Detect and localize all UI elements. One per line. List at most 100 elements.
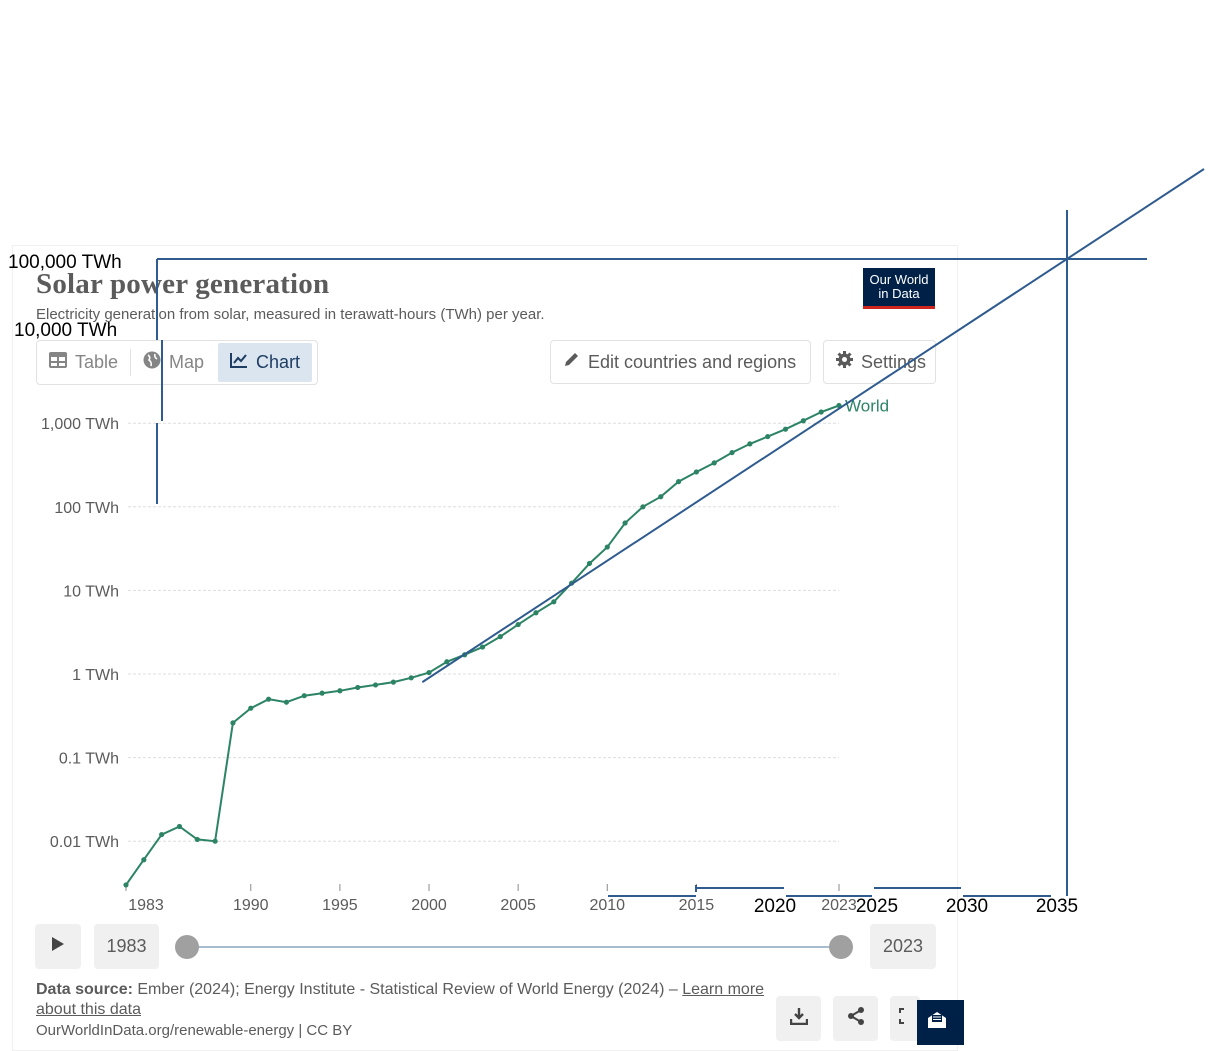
overlay-trend-line <box>421 168 1205 683</box>
x-tick-label: 2010 <box>589 897 625 914</box>
y-tick-label: 1,000 TWh <box>41 416 119 433</box>
data-source-text: Ember (2024); Energy Institute - Statist… <box>137 981 678 998</box>
download-button[interactable] <box>776 996 821 1041</box>
fullscreen-icon <box>899 1008 911 1029</box>
data-point <box>479 644 486 650</box>
overlay-x-tick-label: 2030 <box>946 896 988 917</box>
pencil-icon <box>563 351 580 373</box>
gear-icon <box>836 351 853 373</box>
data-point <box>372 682 379 688</box>
x-tick-label: 2023 <box>821 897 857 914</box>
logo-line-2: in Data <box>878 286 920 301</box>
series-label-world: World <box>845 396 889 415</box>
play-icon <box>51 936 65 957</box>
tab-map-label: Map <box>169 352 205 372</box>
data-point <box>551 599 557 605</box>
view-tabs: Table Map Chart <box>36 340 318 385</box>
data-source: Data source: Ember (2024); Energy Instit… <box>36 980 766 1020</box>
x-tick-label: 2005 <box>500 897 536 914</box>
timeline-start-handle <box>175 935 199 959</box>
data-point <box>729 449 735 456</box>
tab-table[interactable]: Table <box>37 341 130 384</box>
data-point <box>319 690 325 696</box>
end-year-box[interactable]: 2023 <box>870 924 936 969</box>
data-point <box>711 460 717 466</box>
tab-table-label: Table <box>75 352 119 372</box>
data-point <box>533 610 539 616</box>
tab-chart-label: Chart <box>256 352 301 372</box>
data-point <box>194 836 200 843</box>
x-tick-label: 1995 <box>322 897 358 914</box>
data-point <box>765 433 771 440</box>
timeline-slider[interactable] <box>170 930 860 964</box>
x-tick-label: 2015 <box>679 897 715 914</box>
data-point <box>123 882 129 888</box>
share-icon <box>847 1007 865 1030</box>
timeline-end-handle <box>829 935 853 959</box>
data-point <box>747 441 753 447</box>
start-year-box[interactable]: 1983 <box>94 924 159 969</box>
data-point <box>159 831 165 838</box>
feedback-button[interactable] <box>917 1000 964 1045</box>
data-point <box>800 418 806 424</box>
data-point <box>390 679 396 685</box>
overlay-x-tick-label: 2035 <box>1036 896 1078 917</box>
data-point <box>176 823 183 830</box>
x-tick-label: 1990 <box>233 897 269 914</box>
data-point <box>266 696 272 702</box>
data-source-label: Data source: <box>36 981 133 998</box>
data-point <box>640 504 646 510</box>
y-tick-label: 0.1 TWh <box>59 751 119 768</box>
logo-line-1: Our World <box>869 272 929 287</box>
globe-icon <box>143 351 161 374</box>
settings-label: Settings <box>861 351 927 372</box>
x-tick-label: 1983 <box>128 897 164 914</box>
data-point <box>212 838 218 844</box>
table-icon <box>49 352 67 373</box>
overlay-x-tick-label: 2020 <box>754 896 796 917</box>
data-point <box>408 675 414 681</box>
data-point <box>658 494 664 500</box>
overlay-y-tick-label: 10,000 TWh <box>14 320 117 341</box>
data-point <box>141 857 147 863</box>
data-point <box>283 699 290 705</box>
page-title: Solar power generation <box>36 268 330 300</box>
chart-subtitle: Electricity generation from solar, measu… <box>36 306 545 323</box>
y-tick-label: 1 TWh <box>72 667 119 684</box>
data-point <box>622 520 628 526</box>
fullscreen-button[interactable] <box>890 996 920 1041</box>
license-text: OurWorldInData.org/renewable-energy | CC… <box>36 1022 353 1039</box>
share-button[interactable] <box>833 996 878 1041</box>
line-chart-icon <box>230 352 248 373</box>
data-point <box>586 560 593 567</box>
data-point <box>337 688 343 694</box>
data-point <box>675 479 682 485</box>
edit-countries-button[interactable]: Edit countries and regions <box>550 340 811 384</box>
y-tick-label: 100 TWh <box>54 500 119 517</box>
data-point <box>515 621 521 628</box>
data-point <box>230 720 236 726</box>
data-point <box>444 659 450 665</box>
edit-countries-label: Edit countries and regions <box>588 351 797 372</box>
download-icon <box>789 1007 808 1030</box>
tab-map[interactable]: Map <box>131 341 216 384</box>
owid-logo[interactable]: Our World in Data <box>863 268 935 309</box>
data-point <box>301 693 307 699</box>
tab-chart[interactable]: Chart <box>218 343 313 382</box>
mail-icon <box>927 1011 947 1034</box>
data-point <box>782 426 789 432</box>
play-button[interactable] <box>35 924 81 969</box>
overlay-x-tick-label: 2025 <box>856 896 898 917</box>
y-tick-label: 10 TWh <box>63 583 119 600</box>
x-tick-label: 2000 <box>411 897 447 914</box>
learn-more-link[interactable]: Learn more about this data <box>36 981 765 1018</box>
data-point <box>355 684 361 691</box>
data-point <box>426 669 432 676</box>
data-point <box>497 634 503 640</box>
data-point <box>604 544 610 550</box>
settings-button[interactable]: Settings <box>823 340 936 384</box>
data-point <box>248 705 254 711</box>
data-point <box>693 469 700 475</box>
data-point <box>818 409 824 415</box>
tab-divider <box>130 349 132 376</box>
